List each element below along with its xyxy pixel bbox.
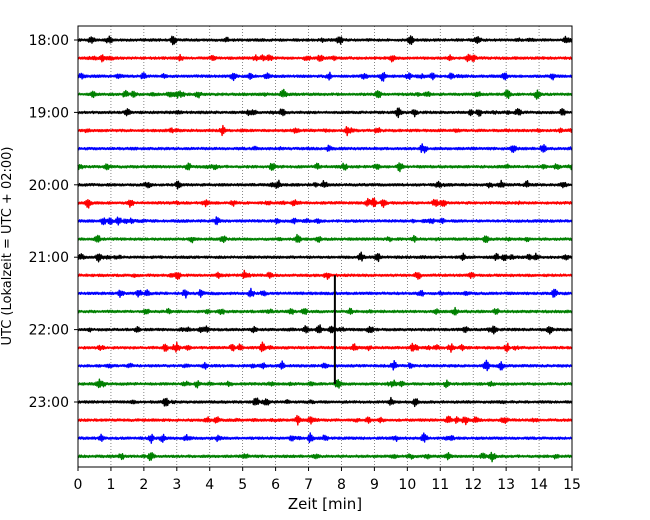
trace-2045 [77,233,573,244]
y-tick-label: 23:00 [29,395,69,411]
trace-group [77,35,573,463]
x-tick-label: 4 [205,477,214,493]
trace-1800 [77,35,573,46]
trace-1845 [77,88,573,100]
x-tick-label: 7 [304,477,313,493]
trace-2245 [77,378,573,389]
trace-1930 [77,143,573,154]
trace-2200 [77,324,573,335]
x-tick-label: 0 [74,477,83,493]
trace-2100 [77,251,573,263]
x-tick-label: 9 [370,477,379,493]
x-tick-label: 1 [106,477,115,493]
trace-2300 [77,396,573,408]
trace-2145 [77,306,573,316]
trace-1900 [77,107,573,119]
x-tick-label: 12 [464,477,482,493]
x-tick-label: 3 [172,477,181,493]
trace-2330 [77,432,573,444]
trace-1945 [77,162,573,173]
y-axis: 18:00 19:00 20:00 21:00 22:00 23:00 [29,33,78,411]
trace-2230 [77,359,573,372]
trace-2315 [77,414,573,426]
x-tick-label: 10 [398,477,416,493]
trace-2115 [77,269,573,280]
trace-2000 [77,179,573,190]
trace-2215 [77,341,573,353]
x-tick-label: 5 [238,477,247,493]
y-axis-label: UTC (Lokalzeit = UTC + 02:00) [0,147,15,346]
plot-frame [77,25,573,468]
trace-2345 [77,451,573,463]
x-tick-label: 8 [337,477,346,493]
x-tick-label: 14 [530,477,548,493]
x-tick-label: 2 [139,477,148,493]
trace-2015 [77,197,573,209]
x-tick-label: 11 [431,477,449,493]
x-tick-label: 13 [497,477,515,493]
trace-1815 [77,53,573,63]
y-tick-label: 18:00 [29,33,69,49]
y-tick-label: 21:00 [29,250,69,266]
y-tick-label: 20:00 [29,178,69,194]
trace-1830 [77,71,573,82]
trace-2030 [77,216,573,226]
trace-2130 [77,287,573,299]
y-tick-label: 22:00 [29,323,69,339]
x-axis-label: Zeit [min] [288,495,362,513]
x-tick-label: 6 [271,477,280,493]
trace-1915 [77,124,573,137]
y-tick-label: 19:00 [29,105,69,121]
x-axis: 0 1 2 3 4 5 6 7 8 9 10 11 12 13 14 15 [74,467,581,493]
x-tick-label: 15 [563,477,581,493]
